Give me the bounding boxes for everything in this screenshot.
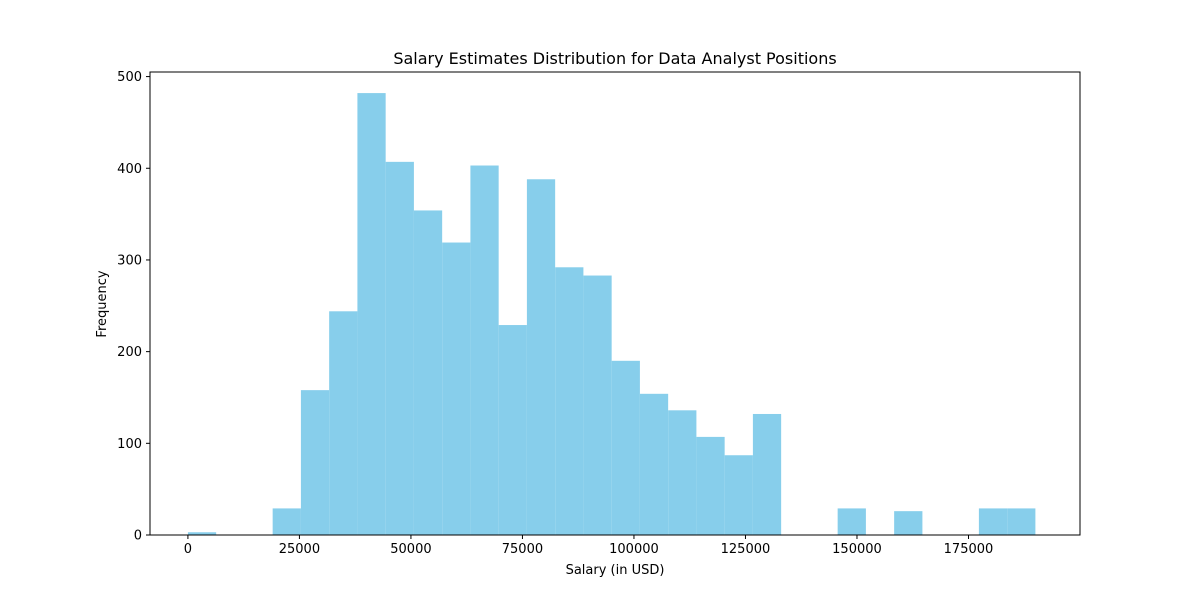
histogram-bar-29 (1007, 508, 1036, 535)
histogram-bar-10 (470, 165, 499, 535)
x-tick-label: 100000 (609, 542, 659, 557)
histogram-bar-17 (668, 410, 697, 535)
y-axis-label: Frequency (95, 270, 110, 337)
chart-title: Salary Estimates Distribution for Data A… (393, 49, 836, 68)
histogram-bar-14 (583, 275, 612, 535)
plot-frame (149, 71, 1081, 536)
histogram-bar-19 (724, 455, 753, 535)
histogram-bar-4 (300, 390, 330, 535)
histogram-bar-6 (357, 93, 386, 535)
histogram-bar-9 (442, 242, 471, 535)
histogram-bar-13 (555, 267, 584, 535)
histogram-bar-0 (187, 532, 217, 535)
x-tick-label: 75000 (502, 542, 543, 557)
histogram-bar-5 (329, 311, 358, 535)
histogram-bar-25 (894, 511, 923, 535)
histogram-bar-11 (498, 325, 527, 535)
histogram-bar-3 (272, 508, 301, 535)
y-tick-label: 300 (117, 253, 142, 268)
x-axis: 0 25000 50000 75000 100000 125000 150000 175000 (184, 535, 994, 557)
histogram-bar-23 (837, 508, 866, 535)
x-tick-label: 25000 (279, 542, 320, 557)
histogram-bar-8 (413, 210, 443, 535)
histogram-bar-15 (611, 360, 640, 535)
y-tick-label: 100 (117, 437, 142, 452)
y-axis: 0 100 200 300 400 500 (117, 70, 150, 544)
x-axis-label: Salary (in USD) (566, 563, 665, 578)
histogram-bar-12 (526, 179, 556, 536)
histogram-bar-28 (978, 508, 1008, 535)
x-tick-label: 150000 (832, 542, 882, 557)
x-tick-label: 50000 (390, 542, 431, 557)
bars-group (187, 93, 1036, 536)
x-tick-label: 175000 (944, 542, 994, 557)
x-tick-label: 125000 (721, 542, 771, 557)
y-tick-label: 0 (134, 529, 142, 544)
x-tick-label: 0 (184, 542, 192, 557)
y-tick-label: 400 (117, 162, 142, 177)
y-tick-label: 500 (117, 70, 142, 85)
y-tick-label: 200 (117, 345, 142, 360)
histogram-bar-7 (385, 161, 414, 536)
histogram-bar-18 (696, 436, 725, 535)
histogram-bar-16 (639, 393, 669, 535)
histogram-bar-20 (752, 413, 782, 535)
